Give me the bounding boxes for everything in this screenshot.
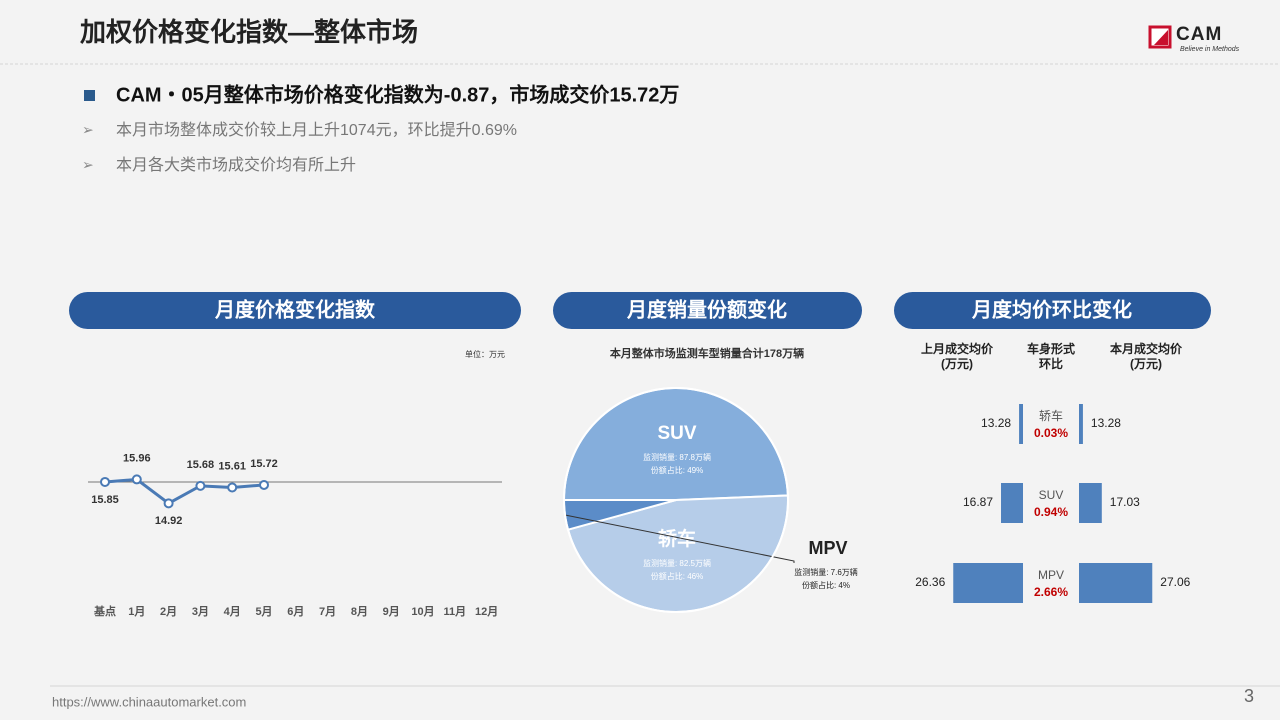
x-tick-label: 2月 <box>160 605 177 618</box>
slice-value-label: 监测销量: 7.6万辆 <box>794 567 858 577</box>
slice-value-label: 监测销量: 87.8万辆 <box>643 452 711 462</box>
page-number: 3 <box>1244 686 1254 706</box>
category-label: SUV <box>1039 488 1064 502</box>
logo-icon-mark <box>1154 30 1168 45</box>
x-tick-label: 11月 <box>443 605 466 618</box>
change-label: 0.03% <box>1034 426 1068 440</box>
data-point <box>163 498 174 509</box>
data-label: 15.85 <box>91 494 119 506</box>
data-label: 15.72 <box>250 458 278 470</box>
headline: CAM・05月整体市场价格变化指数为-0.87，市场成交价15.72万 <box>116 82 679 106</box>
x-tick-label: 7月 <box>319 605 336 618</box>
slice-label: MPV <box>808 538 847 558</box>
bullet-marker: ➢ <box>82 157 94 173</box>
column-header: 上月成交均价(万元) <box>921 341 994 371</box>
column-header: 本月成交均价(万元) <box>1110 341 1183 371</box>
footer-url: https://www.chinaautomarket.com <box>52 694 246 709</box>
value-label: 13.28 <box>981 416 1011 430</box>
unit-label: 单位：万元 <box>465 349 505 359</box>
slice-share-label: 份额占比: 46% <box>651 571 703 581</box>
change-label: 0.94% <box>1034 505 1068 519</box>
leader-line <box>564 514 795 563</box>
x-tick-label: 5月 <box>255 605 272 618</box>
value-label: 13.28 <box>1091 416 1121 430</box>
value-label: 27.06 <box>1160 575 1190 589</box>
logo-name: CAM <box>1176 24 1222 45</box>
data-label: 15.68 <box>187 459 215 471</box>
x-tick-label: 8月 <box>351 605 368 618</box>
section-pill <box>894 292 1211 329</box>
category-label: 轿车 <box>1039 408 1063 423</box>
chart-subtitle: 本月整体市场监测车型销量合计178万辆 <box>610 346 804 360</box>
data-label: 14.92 <box>155 515 183 527</box>
x-tick-label: 10月 <box>411 605 434 618</box>
logo-tagline: Believe in Methods <box>1180 46 1240 53</box>
bar-previous <box>1019 404 1023 444</box>
column-header: 车身形式环比 <box>1027 341 1075 371</box>
pie-outline <box>563 387 789 613</box>
slide-title: 加权价格变化指数—整体市场 <box>80 17 418 47</box>
chart-title: 月度价格变化指数 <box>214 297 376 321</box>
x-tick-label: 3月 <box>192 605 209 618</box>
line-series <box>104 477 265 506</box>
bar-current <box>1079 483 1102 523</box>
bar-current <box>1079 563 1153 603</box>
change-label: 2.66% <box>1034 585 1068 599</box>
data-label: 15.61 <box>218 460 246 472</box>
bullet-marker: ➢ <box>82 122 94 138</box>
data-point <box>259 479 269 490</box>
chart-title: 月度销量份额变化 <box>626 297 787 321</box>
x-tick-label: 9月 <box>383 605 400 618</box>
bullet-text: 本月各大类市场成交价均有所上升 <box>116 156 356 174</box>
data-label: 15.96 <box>123 452 151 464</box>
logo: CAM Believe in Methods <box>1148 24 1240 53</box>
value-label: 16.87 <box>963 495 993 509</box>
x-tick-label: 1月 <box>128 605 145 618</box>
value-label: 26.36 <box>915 575 945 589</box>
value-label: 17.03 <box>1110 495 1140 509</box>
data-point <box>227 482 238 493</box>
chart-title: 月度均价环比变化 <box>971 297 1132 321</box>
bar-previous <box>953 563 1023 603</box>
slice-share-label: 份额占比: 49% <box>651 465 703 475</box>
slice-label: SUV <box>657 423 696 444</box>
bar-previous <box>1001 483 1023 523</box>
slice-share-label: 份额占比: 4% <box>802 580 850 590</box>
bar-current <box>1079 404 1083 444</box>
x-tick-label: 4月 <box>224 605 241 618</box>
category-label: MPV <box>1038 568 1064 582</box>
section-pill <box>69 292 521 329</box>
section-pill <box>553 292 862 329</box>
data-point <box>131 474 142 485</box>
data-point <box>100 476 110 487</box>
x-tick-label: 12月 <box>475 605 498 618</box>
x-tick-label: 6月 <box>287 605 304 618</box>
x-tick-label: 基点 <box>93 604 116 618</box>
bullet-text: 本月市场整体成交价较上月上升1074元，环比提升0.69% <box>116 121 517 139</box>
headline-bullet <box>84 90 95 101</box>
data-point <box>195 480 206 491</box>
slice-label: 轿车 <box>658 527 696 550</box>
slice-value-label: 监测销量: 82.5万辆 <box>643 558 711 568</box>
